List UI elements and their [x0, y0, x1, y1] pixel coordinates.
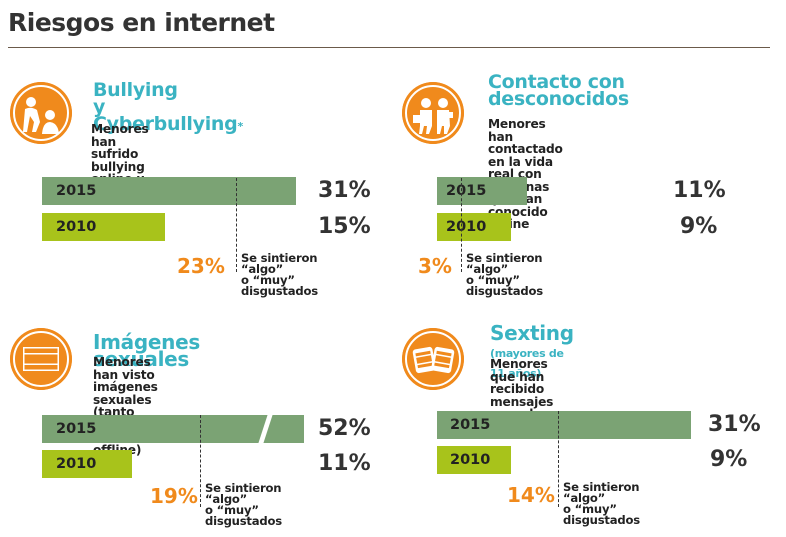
upset-marker-line [558, 411, 559, 507]
bar-2010 [42, 213, 165, 241]
bar-2015 [437, 411, 691, 439]
bar-2010 [42, 450, 132, 478]
page-title: Riesgos en internet [8, 8, 275, 37]
bullying-figures-icon [10, 82, 72, 144]
panel-title: Imágenes sexuales [93, 330, 200, 371]
upset-percent: 23% [177, 254, 225, 278]
upset-marker-line [461, 178, 462, 272]
bar-2015 [437, 177, 527, 205]
year-label-2010: 2010 [446, 219, 487, 235]
upset-percent: 19% [150, 484, 198, 508]
year-label-2015: 2015 [56, 183, 97, 199]
year-label-2010: 2010 [56, 219, 97, 235]
value-label-2015: 31% [708, 412, 761, 437]
upset-text: Se sintieron “algo” o “muy” disgustados [466, 251, 543, 298]
upset-percent: 3% [418, 254, 452, 278]
year-label-2015: 2015 [446, 183, 487, 199]
title-age-note: (mayores de 11 años) [490, 347, 564, 380]
value-label-2010: 11% [318, 451, 371, 476]
upset-marker-line [200, 415, 201, 507]
upset-percent: 14% [507, 483, 555, 507]
value-label-2015: 31% [318, 178, 371, 203]
strangers-meeting-icon [402, 82, 464, 144]
panel-title: Bullying y Cyberbullying* [93, 79, 243, 135]
panel-title: Sexting (mayores de 11 años) [490, 321, 574, 380]
upset-text: Se sintieron “algo” o “muy” disgustados [205, 481, 282, 528]
year-label-2010: 2010 [56, 456, 97, 472]
value-label-2010: 9% [680, 214, 718, 239]
upset-text: Se sintieron “algo” o “muy” disgustados [563, 480, 640, 527]
parental-advisory-icon [10, 328, 72, 390]
bar-2010 [437, 213, 511, 241]
title-divider [8, 47, 770, 48]
bar-2015 [42, 177, 296, 205]
panel-description: Menores que han recibido mensajes sexual… [490, 357, 554, 420]
upset-text: Se sintieron “algo” o “muy” disgustados [241, 251, 318, 298]
year-label-2015: 2015 [450, 417, 491, 433]
panel-title: Contacto con desconocidos [488, 71, 629, 110]
year-label-2010: 2010 [450, 452, 491, 468]
phones-advisory-icon [402, 328, 464, 390]
upset-marker-line [236, 178, 237, 272]
value-label-2010: 15% [318, 214, 371, 239]
value-label-2015: 52% [318, 416, 371, 441]
value-label-2015: 11% [673, 178, 726, 203]
value-label-2010: 9% [710, 447, 748, 472]
title-asterisk: * [237, 120, 243, 133]
bar-2010 [437, 446, 511, 474]
year-label-2015: 2015 [56, 421, 97, 437]
